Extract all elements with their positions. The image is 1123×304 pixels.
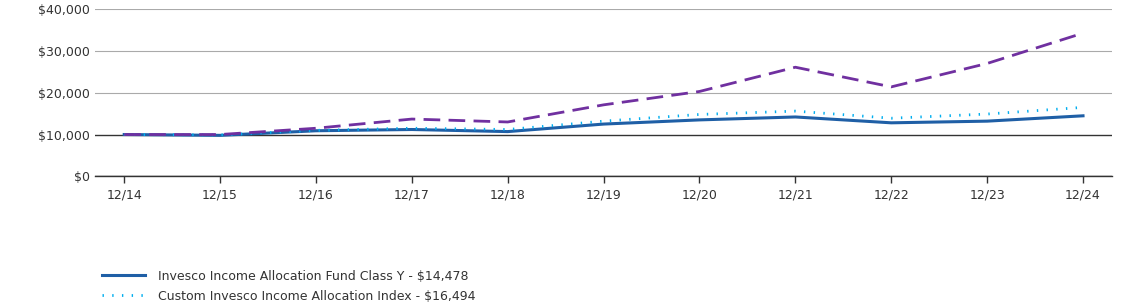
S&P 500® Index - $34,254: [693, 90, 706, 93]
Custom Invesco Income Allocation Index - $16,494: [693, 113, 706, 116]
S&P 500® Index - $34,254: [309, 126, 322, 130]
Invesco Income Allocation Fund Class Y - $14,478: [501, 130, 514, 133]
Line: S&P 500® Index - $34,254: S&P 500® Index - $34,254: [125, 33, 1083, 135]
Custom Invesco Income Allocation Index - $16,494: [788, 109, 802, 113]
S&P 500® Index - $34,254: [980, 62, 994, 65]
Custom Invesco Income Allocation Index - $16,494: [885, 116, 898, 120]
S&P 500® Index - $34,254: [885, 85, 898, 89]
Custom Invesco Income Allocation Index - $16,494: [501, 128, 514, 131]
Invesco Income Allocation Fund Class Y - $14,478: [885, 121, 898, 125]
Invesco Income Allocation Fund Class Y - $14,478: [597, 122, 611, 126]
S&P 500® Index - $34,254: [597, 103, 611, 107]
Line: Custom Invesco Income Allocation Index - $16,494: Custom Invesco Income Allocation Index -…: [125, 107, 1083, 135]
S&P 500® Index - $34,254: [213, 133, 227, 136]
Custom Invesco Income Allocation Index - $16,494: [118, 133, 131, 136]
Invesco Income Allocation Fund Class Y - $14,478: [1076, 114, 1089, 118]
Invesco Income Allocation Fund Class Y - $14,478: [213, 133, 227, 137]
Invesco Income Allocation Fund Class Y - $14,478: [788, 115, 802, 119]
Custom Invesco Income Allocation Index - $16,494: [1076, 105, 1089, 109]
Custom Invesco Income Allocation Index - $16,494: [405, 126, 419, 130]
Custom Invesco Income Allocation Index - $16,494: [597, 119, 611, 123]
Custom Invesco Income Allocation Index - $16,494: [980, 112, 994, 116]
S&P 500® Index - $34,254: [788, 65, 802, 69]
S&P 500® Index - $34,254: [118, 133, 131, 136]
Invesco Income Allocation Fund Class Y - $14,478: [693, 118, 706, 122]
Invesco Income Allocation Fund Class Y - $14,478: [118, 133, 131, 136]
Custom Invesco Income Allocation Index - $16,494: [213, 133, 227, 137]
Custom Invesco Income Allocation Index - $16,494: [309, 129, 322, 132]
Invesco Income Allocation Fund Class Y - $14,478: [980, 119, 994, 123]
S&P 500® Index - $34,254: [405, 117, 419, 121]
Invesco Income Allocation Fund Class Y - $14,478: [405, 128, 419, 131]
Line: Invesco Income Allocation Fund Class Y - $14,478: Invesco Income Allocation Fund Class Y -…: [125, 116, 1083, 135]
S&P 500® Index - $34,254: [1076, 31, 1089, 35]
S&P 500® Index - $34,254: [501, 120, 514, 124]
Invesco Income Allocation Fund Class Y - $14,478: [309, 129, 322, 133]
Legend: Invesco Income Allocation Fund Class Y - $14,478, Custom Invesco Income Allocati: Invesco Income Allocation Fund Class Y -…: [102, 270, 475, 304]
